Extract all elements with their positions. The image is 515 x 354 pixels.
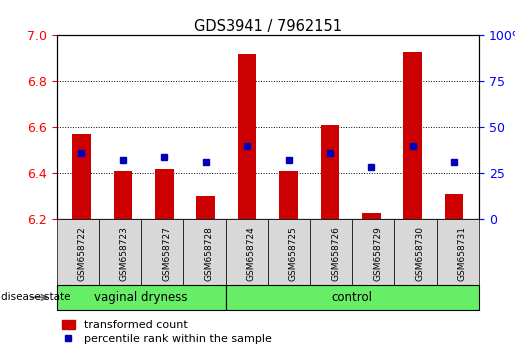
Bar — [445, 194, 464, 219]
Text: GSM658726: GSM658726 — [331, 227, 340, 281]
Bar — [238, 54, 256, 219]
Legend: transformed count, percentile rank within the sample: transformed count, percentile rank withi… — [57, 315, 276, 348]
Text: disease state: disease state — [1, 292, 70, 302]
Text: GSM658723: GSM658723 — [120, 227, 129, 281]
Text: GSM658727: GSM658727 — [162, 227, 171, 281]
Text: GSM658730: GSM658730 — [416, 227, 424, 281]
Bar — [72, 134, 91, 219]
Bar — [114, 171, 132, 219]
Text: GSM658722: GSM658722 — [78, 227, 87, 281]
Bar — [279, 171, 298, 219]
Text: GSM658731: GSM658731 — [458, 227, 467, 281]
Title: GDS3941 / 7962151: GDS3941 / 7962151 — [194, 19, 342, 34]
Bar — [196, 196, 215, 219]
Text: GSM658728: GSM658728 — [204, 227, 213, 281]
Bar — [155, 169, 174, 219]
Text: vaginal dryness: vaginal dryness — [94, 291, 188, 304]
Text: GSM658724: GSM658724 — [247, 227, 255, 281]
Bar — [403, 52, 422, 219]
Text: GSM658729: GSM658729 — [373, 227, 382, 281]
Bar — [362, 212, 381, 219]
Bar — [320, 125, 339, 219]
Text: GSM658725: GSM658725 — [289, 227, 298, 281]
Text: control: control — [332, 291, 373, 304]
